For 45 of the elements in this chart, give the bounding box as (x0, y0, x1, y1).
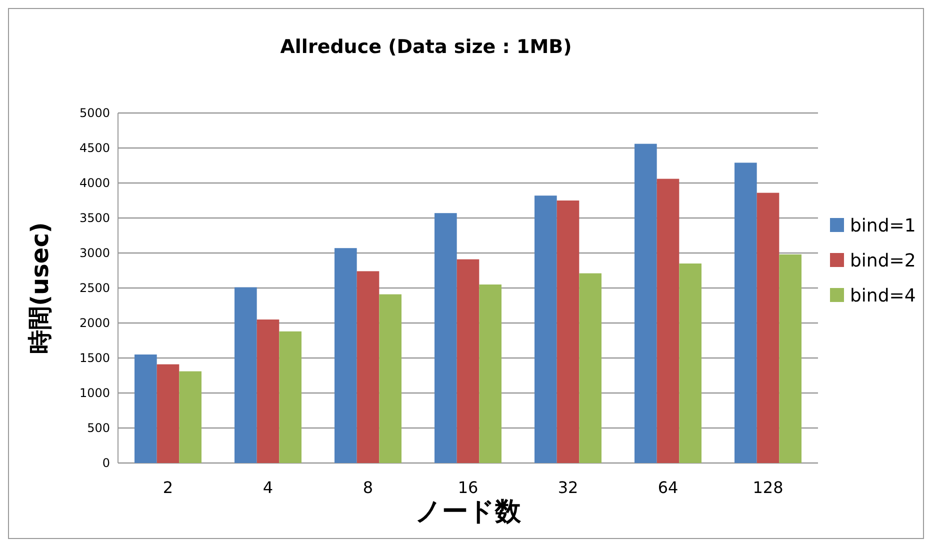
bar (334, 248, 357, 463)
bar (779, 254, 802, 463)
bar (579, 273, 602, 463)
y-tick-label: 3000 (79, 246, 110, 260)
y-tick-label: 500 (87, 421, 110, 436)
y-tick-label: 0 (102, 456, 110, 470)
y-tick-label: 2000 (79, 316, 110, 330)
bar (434, 213, 457, 463)
bar (556, 200, 580, 463)
bar (456, 259, 480, 463)
x-tick-label: 128 (752, 478, 784, 497)
y-tick-label: 3500 (79, 211, 110, 226)
bar (256, 320, 280, 463)
x-tick-label: 4 (262, 478, 274, 497)
x-tick-label: 32 (558, 478, 578, 497)
y-tick-label: 5000 (79, 106, 110, 120)
bar (134, 354, 157, 463)
bar (379, 294, 402, 463)
x-tick-label: 2 (162, 478, 174, 497)
bar (534, 196, 557, 463)
legend-label: bind=1 (850, 215, 916, 236)
chart-title: Allreduce (Data size : 1MB) (280, 36, 572, 58)
bar (634, 144, 657, 463)
bar (234, 287, 257, 463)
bar (756, 192, 780, 463)
bar (679, 264, 702, 463)
x-axis-title: ノード数 (415, 497, 522, 527)
y-tick-label: 4000 (79, 176, 110, 190)
y-tick-label: 1000 (79, 386, 110, 400)
bar (734, 162, 757, 463)
x-tick-label: 16 (458, 478, 478, 497)
bar (479, 284, 502, 463)
bar (356, 271, 380, 463)
bar (279, 331, 302, 463)
y-tick-label: 1500 (79, 351, 110, 366)
bar (156, 364, 180, 463)
bar (179, 371, 202, 463)
legend-label: bind=4 (850, 285, 916, 306)
y-axis-title: 時間(usec) (26, 222, 54, 354)
legend-label: bind=2 (850, 250, 916, 272)
x-tick-label: 64 (658, 478, 678, 497)
y-tick-label: 2500 (79, 281, 110, 296)
x-tick-label: 8 (362, 478, 374, 497)
bar (656, 178, 680, 463)
y-tick-label: 4500 (79, 141, 110, 156)
